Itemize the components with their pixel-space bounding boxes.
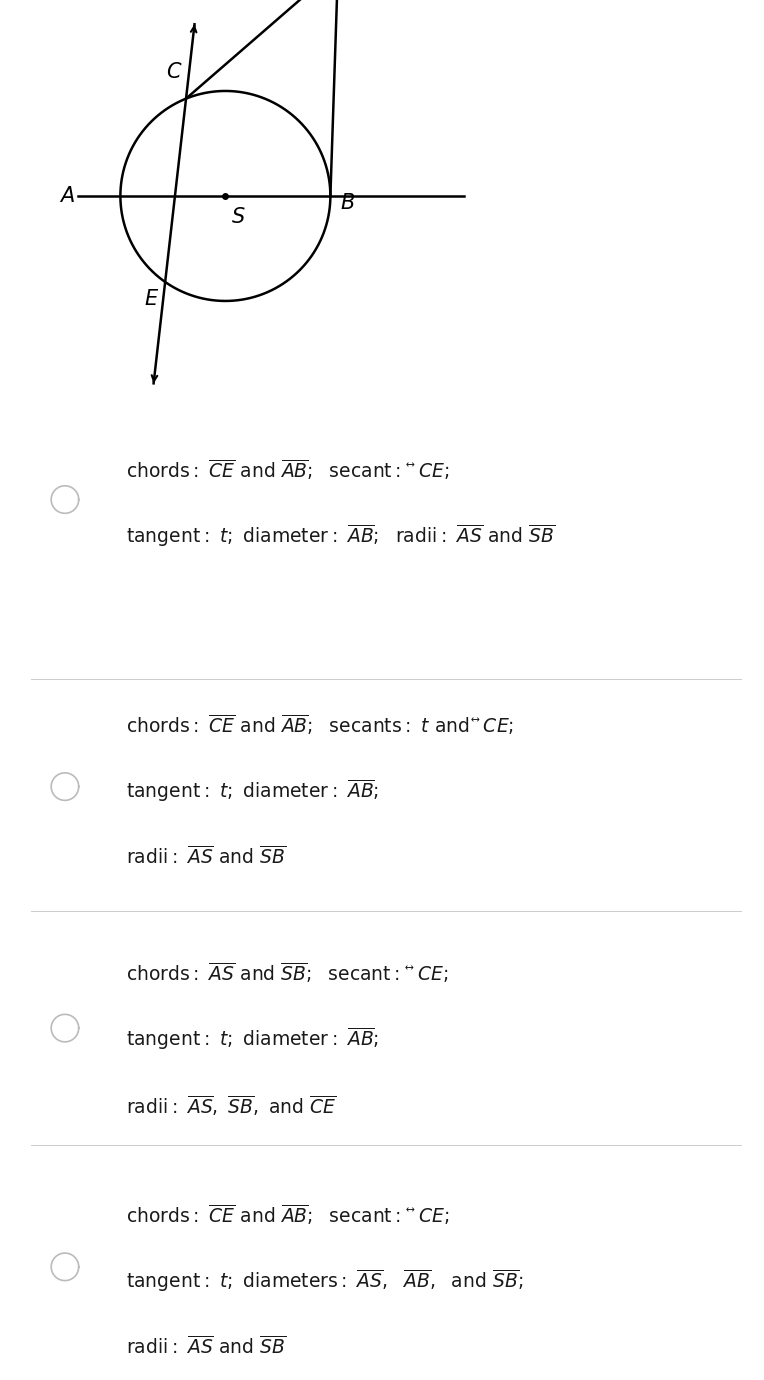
Text: $E$: $E$ [144, 288, 159, 309]
Text: $S$: $S$ [231, 207, 246, 226]
Text: $\mathrm{radii:\ }\overline{AS}\mathrm{,\ }\overline{SB}\mathrm{,\ and\ }\overli: $\mathrm{radii:\ }\overline{AS}\mathrm{,… [126, 1093, 336, 1118]
Text: $\mathrm{chords:\ }\overline{CE}\mathrm{\ and\ }\overline{AB}\mathrm{;\ \ secant: $\mathrm{chords:\ }\overline{CE}\mathrm{… [126, 457, 449, 482]
Text: $\mathrm{tangent:\ }t\mathrm{;\ diameter:\ }\overline{AB}\mathrm{;}$: $\mathrm{tangent:\ }t\mathrm{;\ diameter… [126, 1025, 379, 1053]
Text: $\mathrm{radii:\ }\overline{AS}\mathrm{\ and\ }\overline{SB}\mathrm{}$: $\mathrm{radii:\ }\overline{AS}\mathrm{\… [126, 846, 286, 868]
Text: $C$: $C$ [166, 62, 183, 81]
Text: $A$: $A$ [59, 186, 75, 206]
Text: $\mathrm{tangent:\ }t\mathrm{;\ diameter:\ }\overline{AB}\mathrm{;}$: $\mathrm{tangent:\ }t\mathrm{;\ diameter… [126, 777, 379, 805]
Text: $\mathrm{chords:\ }\overline{AS}\mathrm{\ and\ }\overline{SB}\mathrm{;\ \ secant: $\mathrm{chords:\ }\overline{AS}\mathrm{… [126, 960, 448, 985]
Text: $\mathrm{radii:\ }\overline{AS}\mathrm{\ and\ }\overline{SB}\mathrm{}$: $\mathrm{radii:\ }\overline{AS}\mathrm{\… [126, 1336, 286, 1358]
Text: $\mathrm{tangent:\ }t\mathrm{;\ diameters:\ }\overline{AS}\mathrm{,\ \ }\overlin: $\mathrm{tangent:\ }t\mathrm{;\ diameter… [126, 1267, 523, 1294]
Text: $\mathrm{chords:\ }\overline{CE}\mathrm{\ and\ }\overline{AB}\mathrm{;\ \ secant: $\mathrm{chords:\ }\overline{CE}\mathrm{… [126, 712, 514, 737]
Text: $B$: $B$ [339, 193, 354, 213]
Text: $\mathrm{tangent:\ }t\mathrm{;\ diameter:\ }\overline{AB}\mathrm{;\ \ radii:\ }\: $\mathrm{tangent:\ }t\mathrm{;\ diameter… [126, 522, 555, 549]
Text: $\mathrm{chords:\ }\overline{CE}\mathrm{\ and\ }\overline{AB}\mathrm{;\ \ secant: $\mathrm{chords:\ }\overline{CE}\mathrm{… [126, 1202, 449, 1227]
